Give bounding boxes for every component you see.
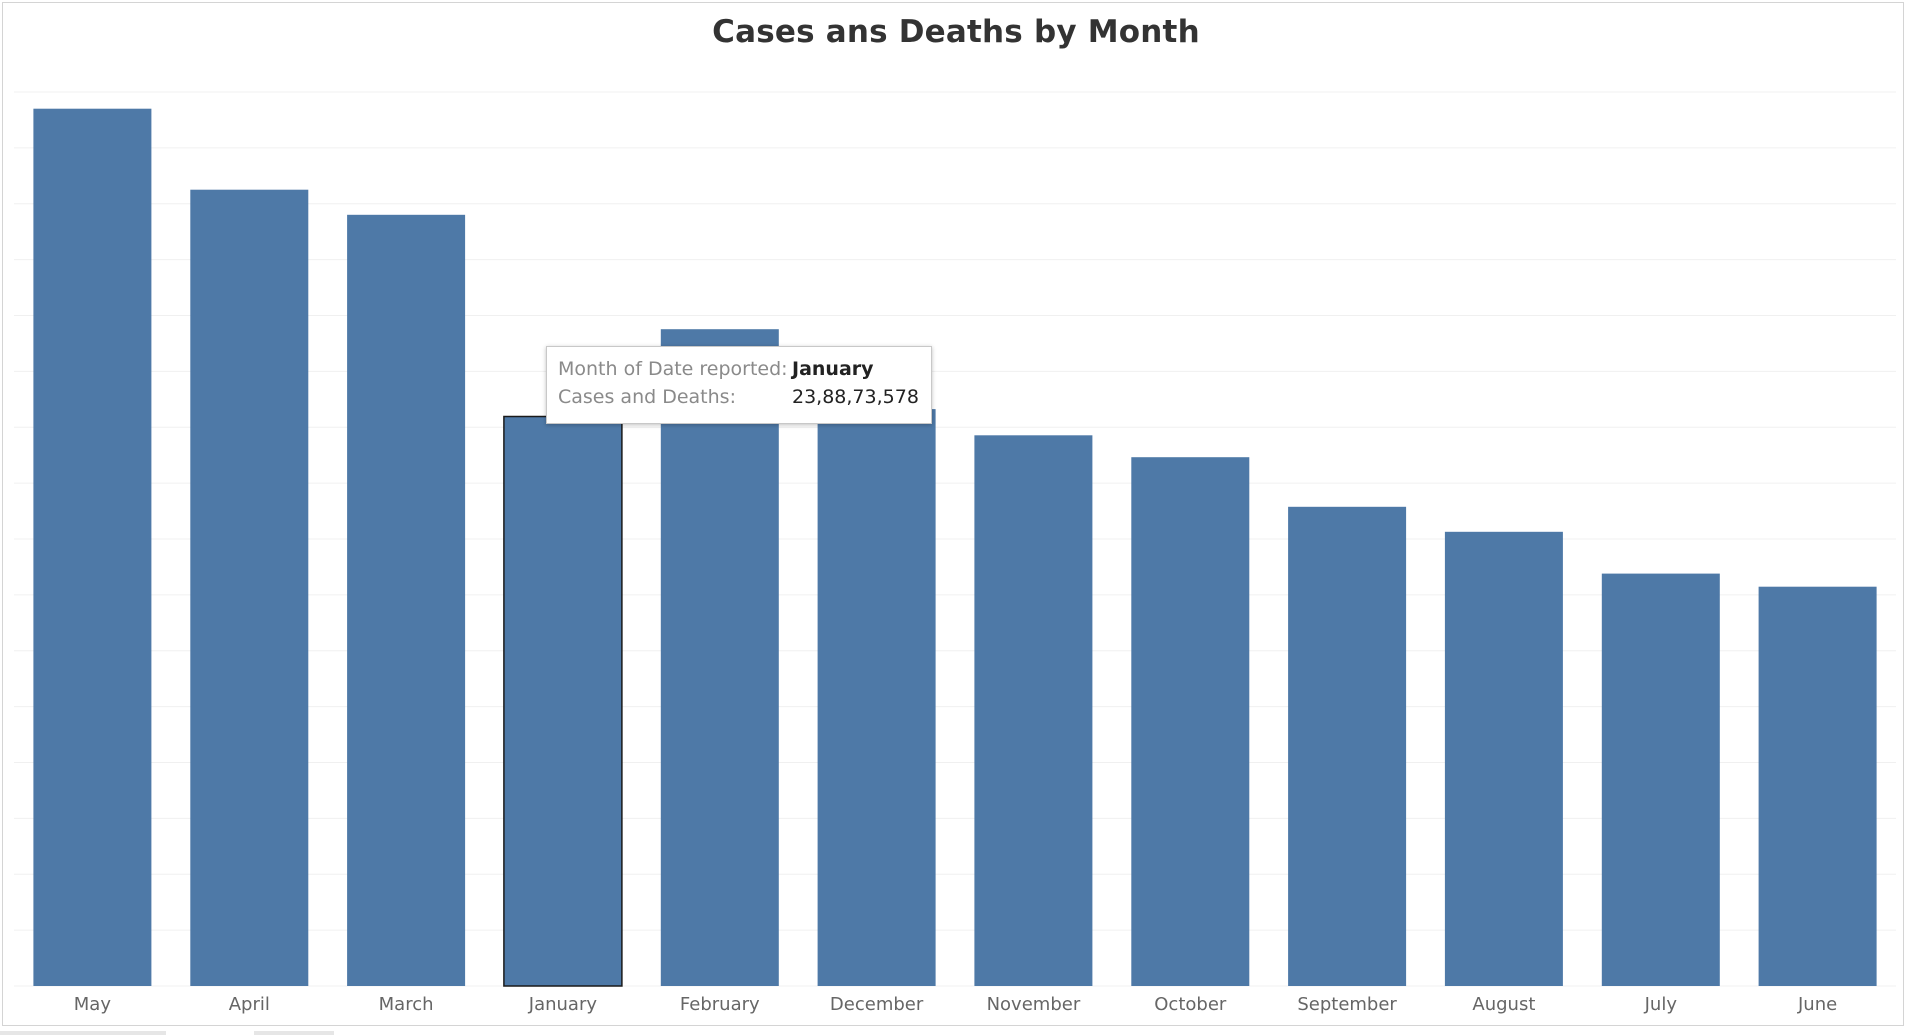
x-tick-label: September	[1297, 994, 1397, 1015]
bar-september[interactable]	[1288, 506, 1407, 986]
x-tick-label: March	[379, 994, 434, 1015]
bar-july[interactable]	[1601, 573, 1720, 986]
tooltip-month-label: Month of Date reported:	[558, 358, 788, 380]
bar-march[interactable]	[347, 214, 466, 987]
bar-april[interactable]	[190, 189, 309, 986]
sheet-tab[interactable]	[254, 1031, 334, 1035]
tooltip-month-value: January	[792, 358, 874, 380]
tooltip-month-row: Month of Date reported:	[558, 358, 788, 380]
x-tick-label: June	[1797, 994, 1837, 1015]
gridlines	[14, 91, 1896, 987]
bar-november[interactable]	[974, 435, 1093, 986]
bar-august[interactable]	[1444, 531, 1563, 986]
x-tick-label: January	[528, 994, 598, 1015]
x-tick-label: July	[1644, 994, 1678, 1015]
x-tick-label: August	[1472, 994, 1535, 1015]
bar-january[interactable]	[503, 415, 623, 987]
bar-october[interactable]	[1131, 457, 1250, 986]
sheet-tab-strip	[0, 1030, 1912, 1036]
x-tick-label: April	[229, 994, 270, 1015]
x-tick-label: May	[74, 994, 112, 1015]
x-tick-label: December	[830, 994, 924, 1015]
bar-june[interactable]	[1758, 586, 1877, 986]
x-tick-label: February	[680, 994, 760, 1015]
x-axis-ticks: May April March January February December Nove…	[74, 994, 1837, 1015]
sheet-tab[interactable]	[0, 1031, 166, 1035]
tooltip-metric-value: 23,88,73,578	[792, 386, 919, 408]
bars[interactable]	[33, 108, 1877, 987]
tooltip-metric-row: Cases and Deaths:	[558, 386, 736, 408]
x-tick-label: October	[1154, 994, 1227, 1015]
tooltip-metric-label: Cases and Deaths:	[558, 386, 736, 408]
x-tick-label: November	[987, 994, 1081, 1015]
chart-title: Cases ans Deaths by Month	[712, 14, 1200, 50]
bar-february[interactable]	[660, 329, 779, 986]
bar-december[interactable]	[817, 409, 936, 987]
bar-tooltip: Month of Date reported: January Cases an…	[546, 346, 932, 424]
bar-may[interactable]	[33, 108, 152, 986]
